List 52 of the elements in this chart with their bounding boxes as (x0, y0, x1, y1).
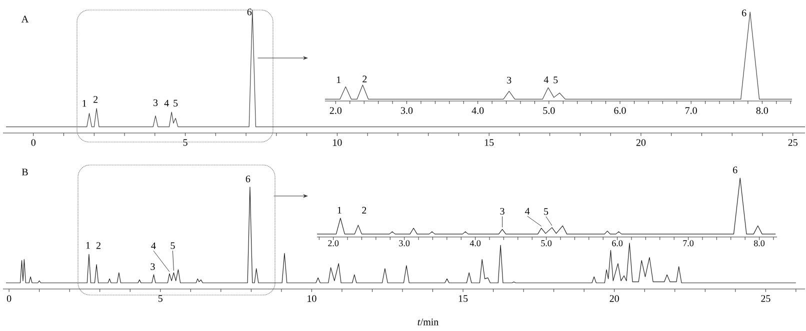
annotation: 5 (174, 100, 178, 107)
annotation: 4 (164, 100, 169, 106)
annotation: 6 (247, 8, 252, 16)
x-tick-label: 4.0 (472, 107, 484, 114)
x-tick-label: 3.0 (401, 107, 413, 114)
annotation: 2 (362, 206, 366, 214)
x-tick-label: 10 (308, 295, 316, 302)
annotation: 2 (362, 76, 367, 82)
annotation: 1 (86, 242, 90, 249)
x-axis-title: t/min (418, 318, 438, 326)
x-tick-label: 0 (6, 295, 12, 302)
x-tick-label: 4.0 (470, 240, 481, 246)
annotation: 6 (733, 166, 738, 174)
x-tick-label: 10 (333, 139, 342, 146)
x-tick-label: 5 (158, 295, 162, 302)
chart-title: A (21, 16, 29, 22)
x-tick-label: 0 (31, 139, 36, 146)
annotation: 4 (544, 76, 549, 83)
x-tick-label: 6.0 (612, 240, 623, 246)
annotation: 3 (150, 263, 155, 270)
x-tick-label: 5.0 (543, 107, 555, 114)
annotation: 1 (338, 206, 342, 214)
annotation: 1 (337, 76, 341, 84)
annotation: 5 (554, 76, 558, 84)
x-tick-label: 25 (761, 295, 770, 302)
x-tick-label: 3.0 (399, 240, 410, 246)
x-tick-label: 8.0 (756, 107, 768, 114)
annotation: 3 (154, 99, 158, 106)
x-tick-label: 5.0 (541, 240, 552, 246)
annotation: 6 (742, 10, 746, 16)
x-tick-label: 8.0 (754, 240, 765, 246)
chart-title: B (22, 168, 28, 176)
x-tick-label: 5 (183, 139, 188, 146)
annotation: 2 (94, 96, 98, 103)
x-tick-label: 15 (484, 139, 494, 146)
x-tick-label: 15 (458, 295, 468, 302)
x-tick-label: 7.0 (683, 240, 694, 246)
x-tick-label: 20 (636, 139, 646, 146)
x-tick-label: 2.0 (330, 107, 342, 114)
annotation: 2 (96, 242, 100, 249)
x-tick-label: 6.0 (614, 107, 626, 114)
annotation: 4 (151, 242, 156, 249)
annotation: 3 (507, 76, 512, 84)
x-tick-label: 7.0 (686, 107, 697, 114)
x-tick-label: 2.0 (328, 240, 339, 246)
annotation: 1 (82, 100, 86, 107)
annotation: 4 (525, 208, 530, 214)
x-tick-label: 20 (610, 295, 619, 302)
annotation: 5 (544, 208, 548, 215)
annotation: 3 (500, 208, 504, 215)
annotation: 6 (246, 176, 250, 182)
x-tick-label: 25 (788, 139, 798, 146)
